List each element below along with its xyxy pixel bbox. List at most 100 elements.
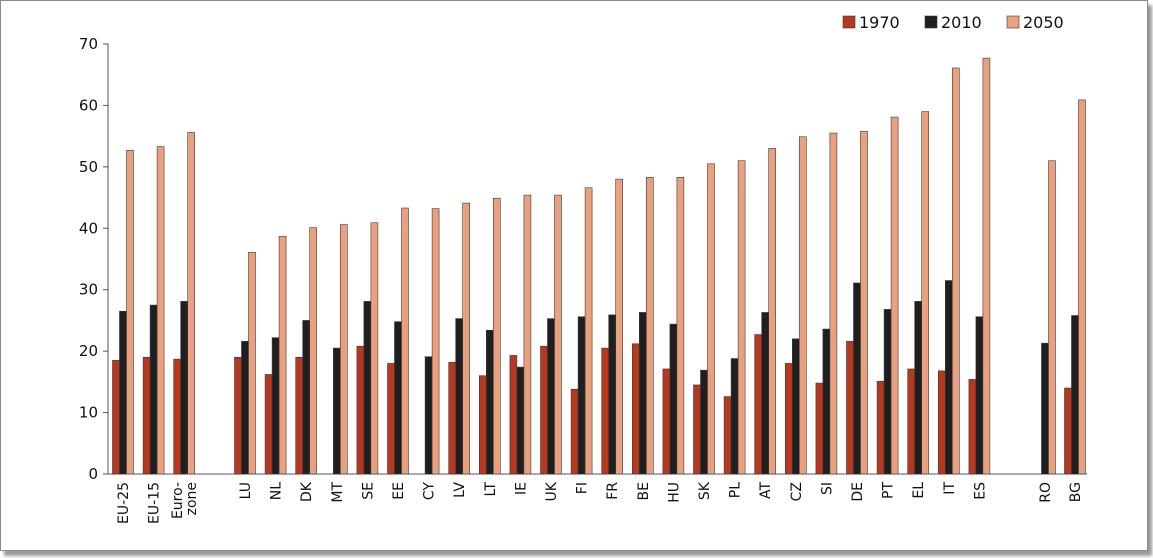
y-tick-label: 30 bbox=[79, 281, 98, 299]
category-label: zone bbox=[184, 482, 200, 515]
bar-2050 bbox=[645, 177, 654, 475]
category-label: PL bbox=[728, 482, 744, 498]
bar-2050 bbox=[890, 116, 899, 475]
bar-2050 bbox=[401, 207, 409, 475]
bar-2010 bbox=[1071, 315, 1079, 475]
category-label: LV bbox=[452, 482, 468, 498]
bar-2050 bbox=[462, 202, 471, 475]
bar-1970 bbox=[937, 370, 946, 475]
category-label: SE bbox=[360, 482, 376, 500]
bar-2050 bbox=[187, 132, 195, 475]
category-label: BE bbox=[636, 482, 652, 500]
bar-2010 bbox=[761, 312, 770, 475]
bar-2010 bbox=[516, 366, 525, 475]
bar-2010 bbox=[883, 309, 892, 475]
category-label: LU bbox=[238, 482, 254, 499]
bar-2010 bbox=[638, 312, 647, 475]
bar-2050 bbox=[554, 194, 562, 475]
bar-2010 bbox=[119, 310, 127, 475]
legend-label-1970: 1970 bbox=[859, 13, 900, 32]
bar-2050 bbox=[982, 57, 991, 475]
category-label: NL bbox=[269, 482, 285, 500]
y-tick-label: 70 bbox=[79, 35, 98, 53]
bar-2050 bbox=[1048, 160, 1056, 475]
legend-swatch-2050 bbox=[1006, 15, 1020, 29]
bar-2010 bbox=[271, 337, 280, 475]
bar-2010 bbox=[975, 316, 984, 475]
bar-2050 bbox=[1078, 99, 1086, 475]
bar-2010 bbox=[332, 347, 341, 475]
bar-1970 bbox=[264, 374, 273, 475]
category-label: CY bbox=[422, 482, 438, 501]
bar-2010 bbox=[1041, 342, 1049, 475]
bar-1970 bbox=[387, 363, 395, 475]
bar-2010 bbox=[149, 304, 158, 475]
category-label: SK bbox=[697, 481, 713, 500]
bar-2010 bbox=[424, 356, 433, 475]
bar-2050 bbox=[921, 111, 930, 475]
legend-label-2050: 2050 bbox=[1023, 13, 1064, 32]
bar-2050 bbox=[370, 222, 379, 475]
bar-1970 bbox=[968, 379, 977, 475]
bar-1970 bbox=[846, 341, 854, 475]
category-label: DE bbox=[850, 482, 866, 502]
category-label: UK bbox=[544, 481, 560, 501]
y-tick-label: 10 bbox=[79, 404, 98, 422]
bar-2050 bbox=[156, 146, 165, 475]
bar-2010 bbox=[822, 328, 831, 475]
y-tick-label: 40 bbox=[79, 219, 98, 237]
bar-2050 bbox=[707, 163, 715, 475]
bar-1970 bbox=[784, 363, 793, 475]
bar-1970 bbox=[601, 347, 610, 475]
y-tick-label: 20 bbox=[79, 342, 98, 360]
bar-2050 bbox=[676, 177, 685, 475]
bar-2050 bbox=[126, 149, 134, 475]
bar-2010 bbox=[547, 318, 555, 475]
category-label: ES bbox=[972, 482, 988, 500]
bar-1970 bbox=[540, 345, 548, 475]
category-label: IT bbox=[942, 482, 958, 495]
bar-1970 bbox=[509, 355, 518, 475]
legend-label-2010: 2010 bbox=[941, 13, 982, 32]
bar-2050 bbox=[339, 224, 348, 475]
category-label: EE bbox=[391, 482, 407, 500]
bar-1970 bbox=[815, 382, 824, 475]
bar-2010 bbox=[455, 318, 464, 475]
bar-2010 bbox=[853, 282, 861, 475]
category-label: RO bbox=[1038, 482, 1054, 503]
bar-2010 bbox=[608, 314, 617, 475]
category-label: PT bbox=[881, 482, 897, 499]
bar-2050 bbox=[309, 227, 318, 475]
bar-2050 bbox=[615, 178, 624, 475]
bar-2010 bbox=[180, 301, 188, 475]
bar-2050 bbox=[798, 136, 807, 475]
legend-swatch-1970 bbox=[842, 15, 856, 29]
category-label: FR bbox=[605, 482, 621, 500]
bar-1970 bbox=[723, 396, 732, 475]
category-label: MT bbox=[330, 482, 346, 503]
bar-2050 bbox=[584, 187, 593, 475]
bar-2010 bbox=[577, 316, 586, 475]
category-label: EU-15 bbox=[147, 482, 163, 524]
bar-1970 bbox=[631, 343, 640, 475]
legend: 1970 2010 2050 bbox=[842, 13, 1064, 32]
legend-swatch-2010 bbox=[924, 15, 938, 29]
bar-2010 bbox=[485, 329, 494, 475]
y-tick-label: 0 bbox=[88, 465, 98, 483]
bar-1970 bbox=[112, 360, 120, 475]
category-label: HU bbox=[666, 482, 682, 503]
bar-1970 bbox=[1064, 387, 1072, 475]
category-label: EU-25 bbox=[116, 482, 132, 524]
category-label: SI bbox=[819, 482, 835, 495]
bar-1970 bbox=[754, 334, 763, 475]
bar-1970 bbox=[295, 356, 304, 475]
bar-1970 bbox=[570, 388, 579, 475]
category-label: EL bbox=[911, 482, 927, 499]
bar-2050 bbox=[737, 160, 746, 475]
bar-2050 bbox=[492, 197, 501, 475]
bar-2050 bbox=[431, 208, 440, 475]
bar-2050 bbox=[248, 251, 256, 475]
y-tick-label: 50 bbox=[79, 158, 98, 176]
category-label: BG bbox=[1068, 482, 1084, 502]
